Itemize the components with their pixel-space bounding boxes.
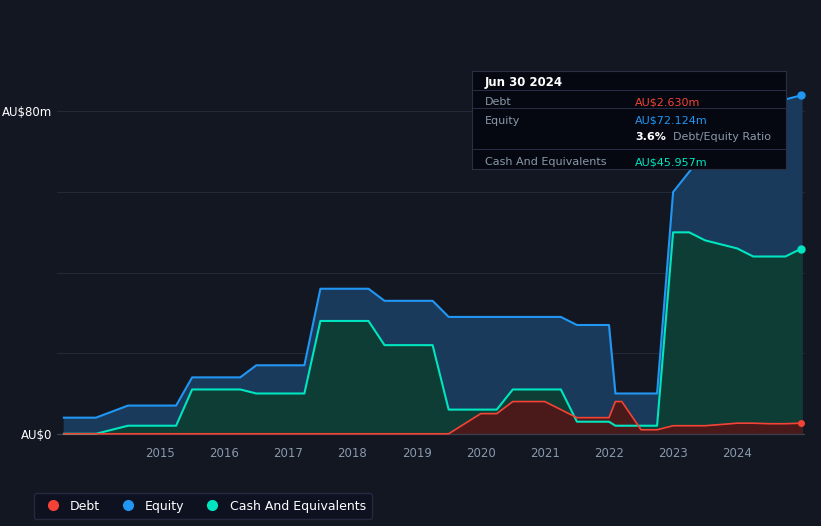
Text: Jun 30 2024: Jun 30 2024 — [484, 76, 562, 88]
Text: Equity: Equity — [484, 116, 520, 126]
Text: Cash And Equivalents: Cash And Equivalents — [484, 157, 606, 167]
Text: AU$72.124m: AU$72.124m — [635, 116, 708, 126]
Legend: Debt, Equity, Cash And Equivalents: Debt, Equity, Cash And Equivalents — [34, 493, 372, 519]
Text: Debt/Equity Ratio: Debt/Equity Ratio — [673, 132, 771, 141]
Text: AU$2.630m: AU$2.630m — [635, 97, 700, 107]
Text: AU$45.957m: AU$45.957m — [635, 157, 708, 167]
Text: 3.6%: 3.6% — [635, 132, 666, 141]
Text: Debt: Debt — [484, 97, 511, 107]
